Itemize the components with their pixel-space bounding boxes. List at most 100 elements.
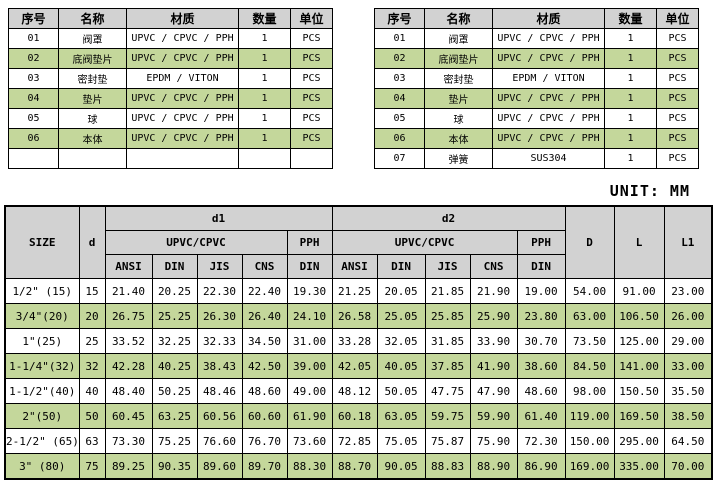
parts-table-right: 序号 名称 材质 数量 单位 01 阀罩 UPVC / CPVC / PPH 1 PCS… xyxy=(374,8,699,169)
table-cell: 150.50 xyxy=(613,378,665,404)
table-cell: 06 xyxy=(374,128,425,149)
table-cell: 25.25 xyxy=(151,303,198,329)
table-cell: UPVC / CPVC / PPH xyxy=(492,108,605,129)
table-cell: 1 xyxy=(604,48,657,69)
table-cell: PCS xyxy=(290,108,333,129)
table-cell: 垫片 xyxy=(58,88,127,109)
table-cell: 88.30 xyxy=(286,453,333,480)
table-row: 1/2" (15) 15 21.40 20.25 22.30 22.40 19.30 21.2… xyxy=(4,278,713,304)
table-cell: 32.33 xyxy=(196,328,243,354)
table-row: 2"(50) 50 60.45 63.25 60.56 60.60 61.90 60.18 63… xyxy=(4,403,713,429)
table-cell: 72.30 xyxy=(516,428,566,454)
table-cell: 76.70 xyxy=(241,428,288,454)
table-cell: 75 xyxy=(78,453,106,480)
table-cell: 125.00 xyxy=(613,328,665,354)
table-cell: 48.12 xyxy=(331,378,378,404)
table-cell: UPVC / CPVC / PPH xyxy=(492,28,605,49)
table-cell: 32.25 xyxy=(151,328,198,354)
table-cell: 32 xyxy=(78,353,106,379)
dimension-table: SIZE d d1 d2 D L L1 UPVC/CPVC PPH UPVC/C… xyxy=(4,205,714,480)
table-cell: 38.60 xyxy=(516,353,566,379)
table-row: 05 球 UPVC / CPVC / PPH 1 PCS xyxy=(8,108,333,129)
table-row: 02 底阀垫片 UPVC / CPVC / PPH 1 PCS xyxy=(8,48,333,69)
d1-cns-header: CNS xyxy=(241,254,288,279)
table-row: 1-1/4"(32) 32 42.28 40.25 38.43 42.50 39.00 42.… xyxy=(4,353,713,379)
d2-pph-header: PPH xyxy=(516,230,566,255)
table-cell: 88.83 xyxy=(424,453,471,480)
table-cell: 1 xyxy=(604,28,657,49)
table-cell: 89.25 xyxy=(104,453,153,480)
table-cell: 20 xyxy=(78,303,106,329)
table-cell: 弹簧 xyxy=(424,148,493,169)
table-cell: 1 xyxy=(238,48,291,69)
table-cell: 03 xyxy=(8,68,59,89)
table-cell: 98.00 xyxy=(564,378,615,404)
table-cell: 33.52 xyxy=(104,328,153,354)
table-cell: 33.28 xyxy=(331,328,378,354)
table-cell: 1 xyxy=(238,108,291,129)
table-cell: 05 xyxy=(8,108,59,129)
table-cell: 阀罩 xyxy=(58,28,127,49)
table-cell: 26.30 xyxy=(196,303,243,329)
d1-din-header: DIN xyxy=(151,254,198,279)
table-cell: 89.70 xyxy=(241,453,288,480)
table-cell: UPVC / CPVC / PPH xyxy=(126,108,239,129)
table-cell: 1 xyxy=(238,28,291,49)
size-header: SIZE xyxy=(4,205,80,279)
column-header-unit: 单位 xyxy=(290,8,333,29)
table-cell: 169.50 xyxy=(613,403,665,429)
table-cell: 25 xyxy=(78,328,106,354)
table-cell: 150.00 xyxy=(564,428,615,454)
table-cell: 88.70 xyxy=(331,453,378,480)
table-cell xyxy=(238,148,291,169)
table-cell: PCS xyxy=(656,108,699,129)
table-cell: 32.05 xyxy=(376,328,426,354)
table-cell: 底阀垫片 xyxy=(58,48,127,69)
table-header-row: 序号 名称 材质 数量 单位 xyxy=(8,8,333,29)
table-cell xyxy=(290,148,333,169)
table-cell: PCS xyxy=(290,28,333,49)
table-cell: 335.00 xyxy=(613,453,665,480)
table-cell: 59.90 xyxy=(469,403,518,429)
table-header-row: ANSI DIN JIS CNS DIN ANSI DIN JIS CNS DI… xyxy=(5,254,712,279)
table-cell: 阀罩 xyxy=(424,28,493,49)
table-cell: 63.25 xyxy=(151,403,198,429)
table-row: 1-1/2"(40) 40 48.40 50.25 48.46 48.60 49.00 48.… xyxy=(4,378,713,404)
table-cell: 86.90 xyxy=(516,453,566,480)
table-cell: 64.50 xyxy=(663,428,713,454)
table-cell: 19.00 xyxy=(516,278,566,304)
table-row: 06 本体 UPVC / CPVC / PPH 1 PCS xyxy=(8,128,333,149)
table-header-row: UPVC/CPVC PPH UPVC/CPVC PPH xyxy=(5,230,712,255)
table-cell: 1 xyxy=(604,108,657,129)
table-cell: 169.00 xyxy=(564,453,615,480)
table-cell: 1"(25) xyxy=(4,328,80,354)
table-row: 1"(25) 25 33.52 32.25 32.33 34.50 31.00 33.28 32… xyxy=(4,328,713,354)
table-cell: 106.50 xyxy=(613,303,665,329)
table-cell: 48.46 xyxy=(196,378,243,404)
table-cell: 47.90 xyxy=(469,378,518,404)
table-cell: 21.85 xyxy=(424,278,471,304)
table-cell: 底阀垫片 xyxy=(424,48,493,69)
table-cell: 42.28 xyxy=(104,353,153,379)
table-cell: 91.00 xyxy=(613,278,665,304)
table-cell: PCS xyxy=(656,68,699,89)
table-cell: 119.00 xyxy=(564,403,615,429)
table-cell: 22.30 xyxy=(196,278,243,304)
table-cell: 70.00 xyxy=(663,453,713,480)
column-header-material: 材质 xyxy=(492,8,605,29)
table-cell: 垫片 xyxy=(424,88,493,109)
table-row: 03 密封垫 EPDM / VITON 1 PCS xyxy=(374,68,699,89)
table-cell: UPVC / CPVC / PPH xyxy=(126,88,239,109)
table-row: 04 垫片 UPVC / CPVC / PPH 1 PCS xyxy=(8,88,333,109)
table-cell: 48.60 xyxy=(516,378,566,404)
table-cell: 23.00 xyxy=(663,278,713,304)
table-cell: 48.40 xyxy=(104,378,153,404)
table-cell: UPVC / CPVC / PPH xyxy=(492,88,605,109)
table-cell: 75.05 xyxy=(376,428,426,454)
table-row: 06 本体 UPVC / CPVC / PPH 1 PCS xyxy=(374,128,699,149)
d1-jis-header: JIS xyxy=(196,254,243,279)
table-cell: 37.85 xyxy=(424,353,471,379)
column-header-name: 名称 xyxy=(58,8,127,29)
table-cell: 60.18 xyxy=(331,403,378,429)
table-cell: EPDM / VITON xyxy=(492,68,605,89)
